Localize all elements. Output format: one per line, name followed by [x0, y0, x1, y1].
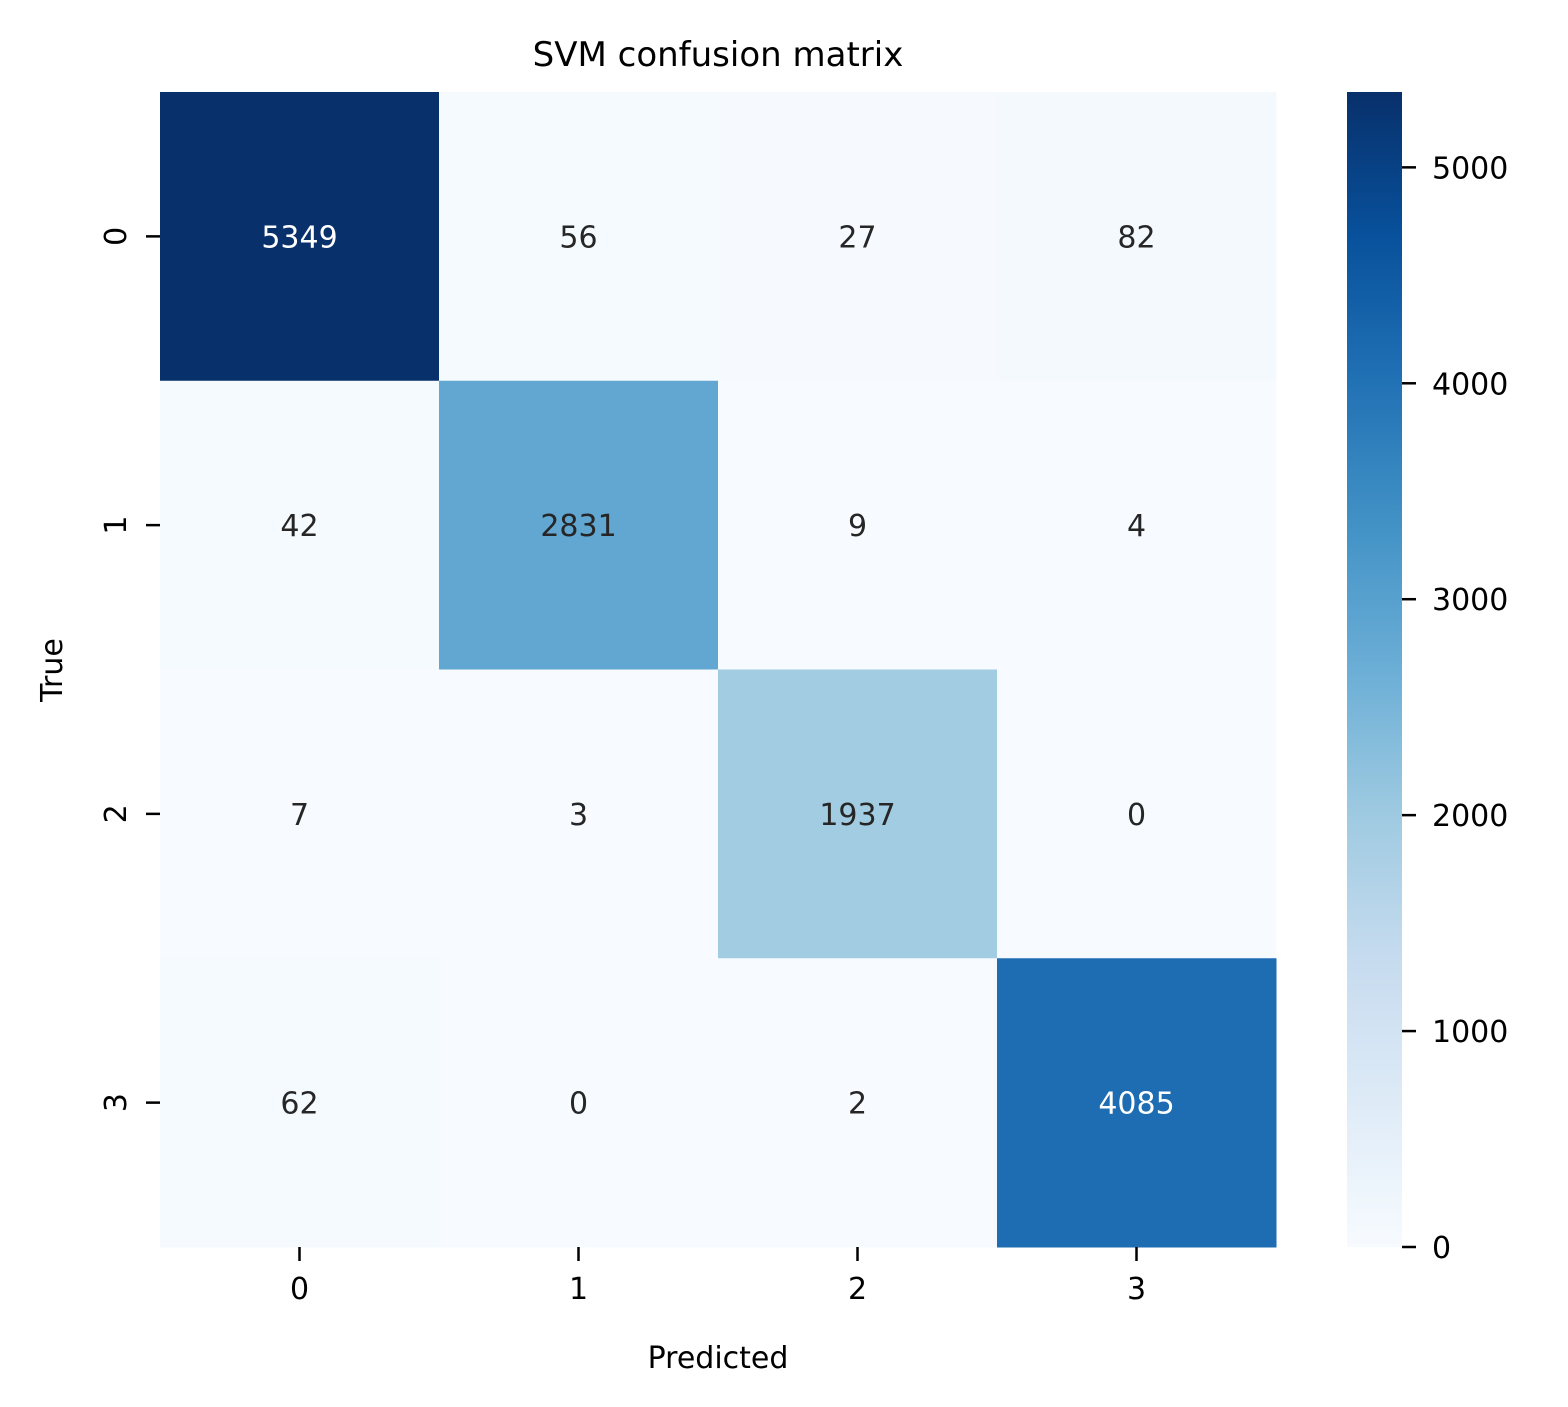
cell-label-1-0: 42: [280, 509, 318, 544]
colorbar-tick-label: 5000: [1432, 151, 1508, 186]
cell-label-2-1: 3: [569, 798, 588, 833]
x-axis-ticks: 0 1 2 3: [290, 1247, 1146, 1307]
cell-0-3: [997, 92, 1277, 382]
cell-1-2: [718, 380, 998, 670]
colorbar: [1347, 92, 1402, 1247]
cell-0-0: [160, 92, 440, 382]
cell-label-2-0: 7: [290, 798, 309, 833]
cell-label-1-1: 2831: [540, 509, 616, 544]
x-tick-label: 2: [848, 1272, 867, 1307]
y-tick-label: 2: [99, 804, 134, 823]
cell-label-1-2: 9: [848, 509, 867, 544]
cell-1-0: [160, 380, 440, 670]
cell-label-3-3: 4085: [1098, 1087, 1174, 1122]
cell-label-3-2: 2: [848, 1087, 867, 1122]
cell-label-3-0: 62: [280, 1087, 318, 1122]
cell-label-0-3: 82: [1117, 220, 1155, 255]
cell-1-3: [997, 380, 1277, 670]
colorbar-tick-label: 4000: [1432, 367, 1508, 402]
colorbar-tick-label: 0: [1432, 1231, 1451, 1266]
x-tick-label: 3: [1127, 1272, 1146, 1307]
cell-3-3: [997, 958, 1277, 1248]
y-tick-label: 0: [99, 227, 134, 246]
cell-3-2: [718, 958, 998, 1248]
chart-title: SVM confusion matrix: [533, 35, 904, 75]
cell-label-3-1: 0: [569, 1087, 588, 1122]
colorbar-ticks: 0 1000 2000 3000 4000 5000: [1402, 151, 1508, 1266]
x-tick-label: 1: [569, 1272, 588, 1307]
cell-0-1: [439, 92, 719, 382]
cell-label-0-1: 56: [559, 220, 597, 255]
x-tick-label: 0: [290, 1272, 309, 1307]
colorbar-tick-label: 3000: [1432, 583, 1508, 618]
heatmap-cells: [160, 92, 1277, 1248]
cell-1-1: [439, 380, 719, 670]
x-axis-label: Predicted: [648, 1341, 789, 1376]
cell-0-2: [718, 92, 998, 382]
y-tick-label: 1: [99, 516, 134, 535]
cell-annotations: 5349 56 27 82 42 2831 9 4 7 3 1937 0 62 0 2 4085: [261, 220, 1174, 1121]
cell-2-2: [718, 669, 998, 959]
cell-2-1: [439, 669, 719, 959]
y-tick-label: 3: [99, 1093, 134, 1112]
colorbar-tick-label: 1000: [1432, 1015, 1508, 1050]
cell-label-0-2: 27: [838, 220, 876, 255]
cell-3-0: [160, 958, 440, 1248]
cell-2-3: [997, 669, 1277, 959]
cell-label-2-3: 0: [1127, 798, 1146, 833]
cell-2-0: [160, 669, 440, 959]
cell-label-2-2: 1937: [819, 798, 895, 833]
cell-3-1: [439, 958, 719, 1248]
y-axis-label: True: [35, 638, 70, 703]
colorbar-tick-label: 2000: [1432, 799, 1508, 834]
y-axis-ticks: 0 1 2 3: [99, 227, 160, 1112]
cell-label-1-3: 4: [1127, 509, 1146, 544]
cell-label-0-0: 5349: [261, 220, 337, 255]
